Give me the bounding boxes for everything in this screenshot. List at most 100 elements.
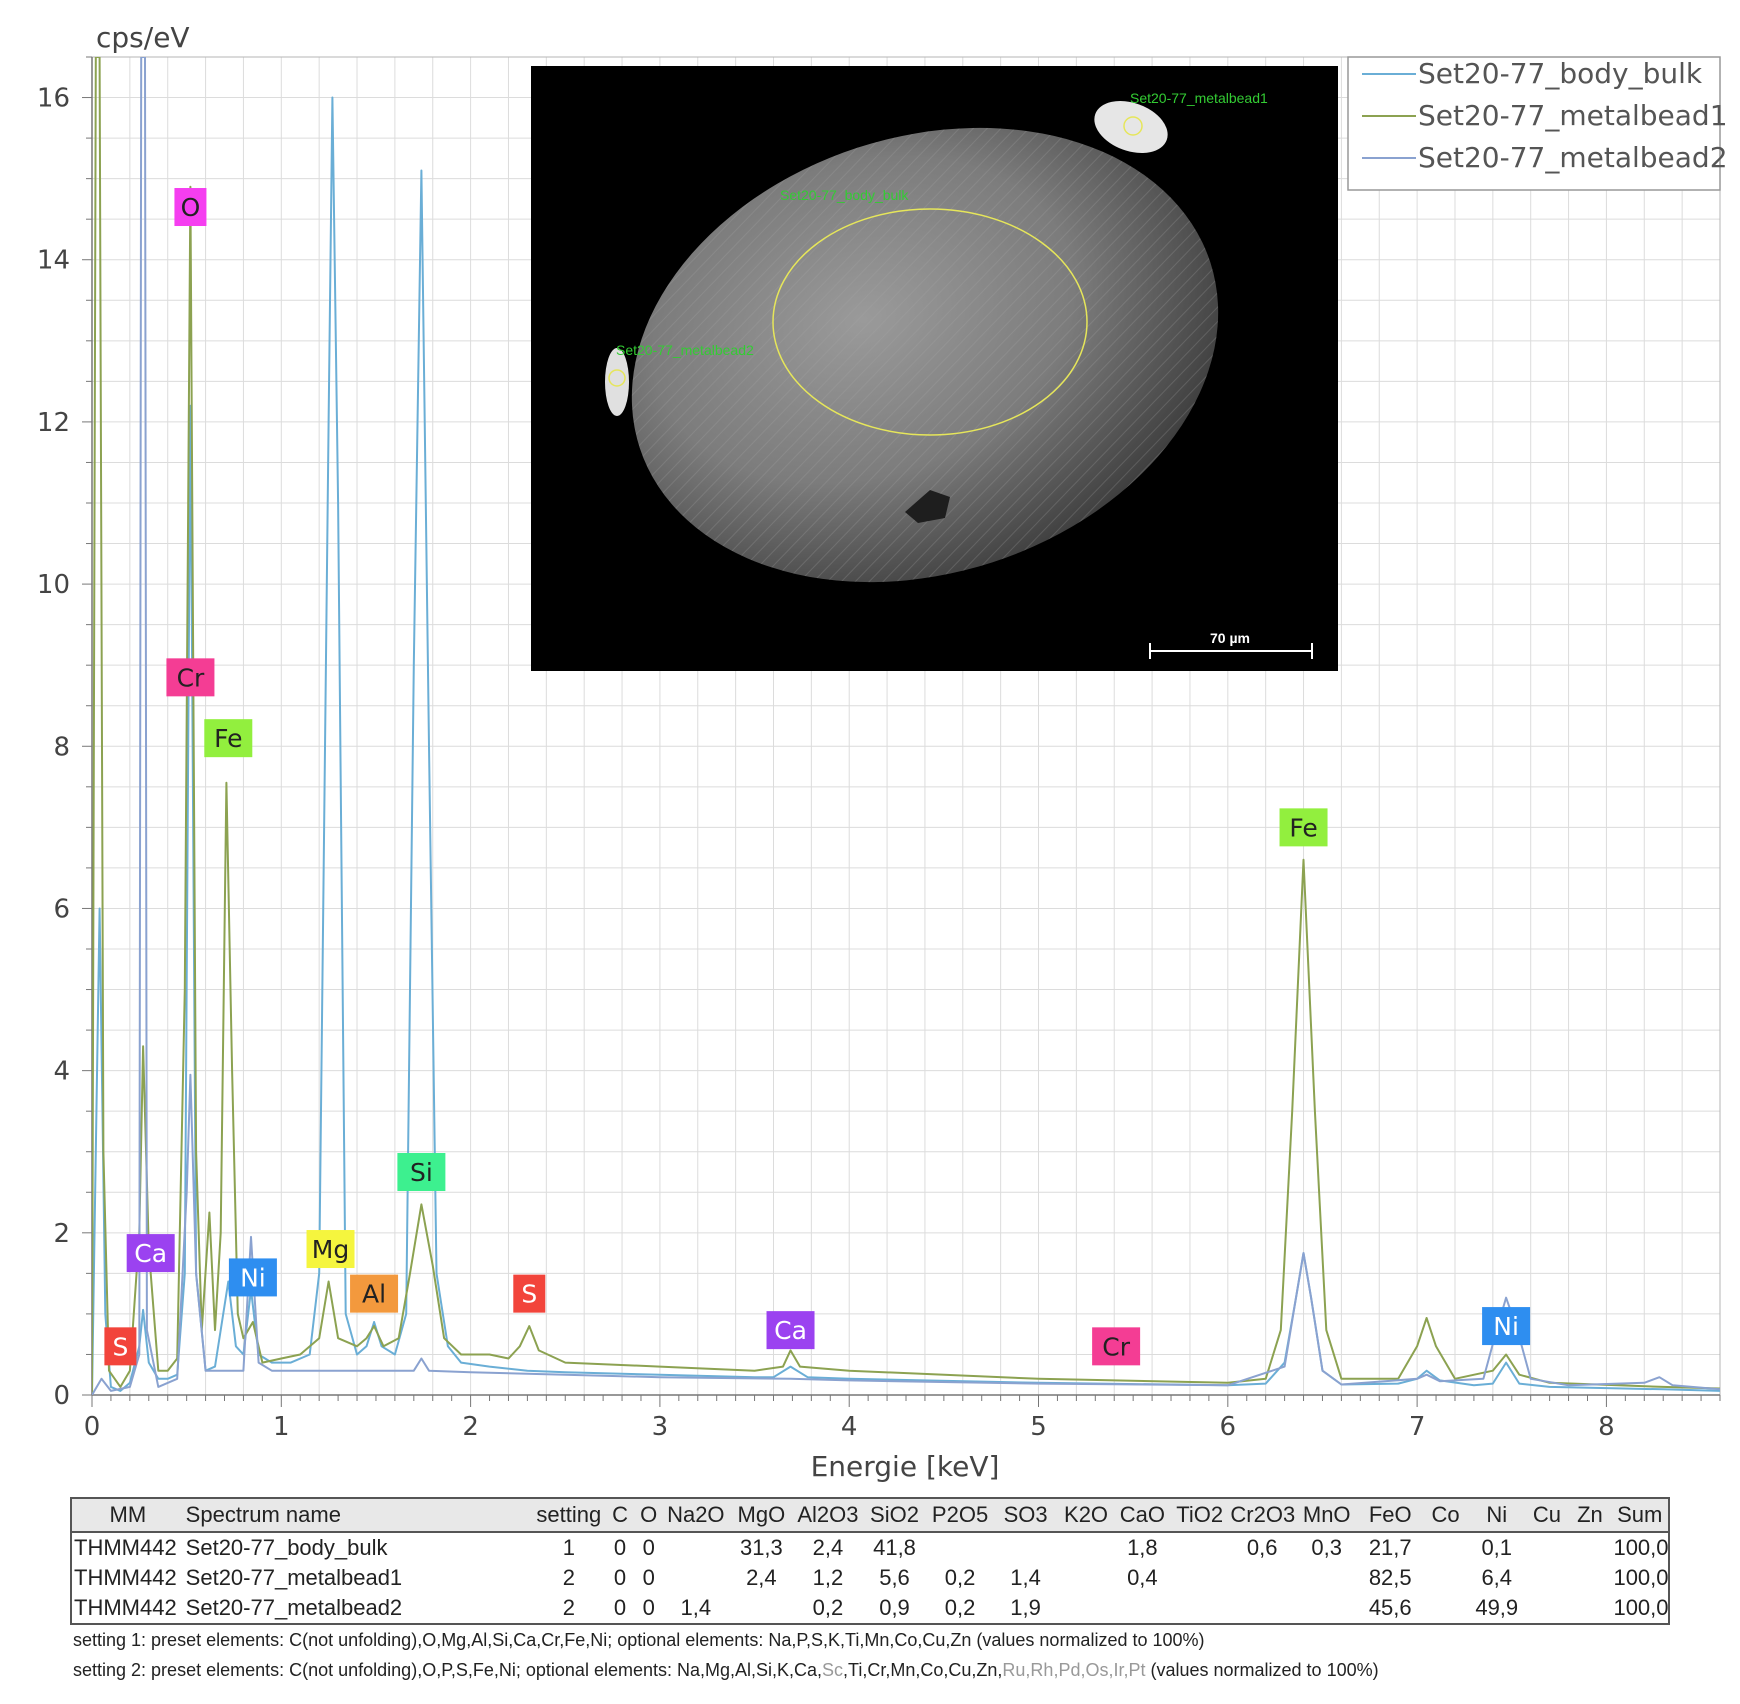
table-cell: 82,5 — [1368, 1565, 1412, 1590]
col-header: K2O — [1058, 1498, 1114, 1533]
table-cell: 0,9 — [879, 1595, 910, 1620]
table-row: THMM442 Set20-77_metalbead2 2 0 0 1,4 0,… — [71, 1593, 1669, 1624]
setting-2-text: setting 2: preset elements: C(not unfold… — [73, 1660, 823, 1680]
x-tick-label: 5 — [1030, 1412, 1047, 1442]
legend-label-metalbead2: Set20-77_metalbead2 — [1418, 141, 1728, 174]
table-cell: 100,0 — [1613, 1565, 1669, 1590]
table-cell: 1,2 — [812, 1565, 844, 1590]
table-cell — [1423, 1593, 1468, 1624]
element-label-box — [204, 719, 253, 758]
table-cell: THMM442 — [74, 1565, 177, 1590]
setting-1-note: setting 1: preset elements: C(not unfold… — [73, 1630, 1205, 1650]
table-cell: 41,8 — [873, 1535, 916, 1560]
element-label: Fe — [1289, 813, 1317, 842]
col-header: Cr2O3 — [1228, 1498, 1296, 1533]
y-tick-label: 8 — [53, 732, 70, 762]
col-header: Zn — [1568, 1498, 1612, 1533]
col-header: MgO — [728, 1498, 795, 1533]
table-cell — [1228, 1593, 1296, 1624]
table-cell: 1,9 — [1010, 1595, 1041, 1620]
table-cell — [1525, 1532, 1568, 1563]
metal-bead-1-spot — [1094, 100, 1168, 154]
roi-metalbead1 — [1123, 116, 1143, 136]
table-cell — [1114, 1593, 1171, 1624]
element-label: O — [181, 193, 201, 222]
col-header: FeO — [1357, 1498, 1423, 1533]
table-cell — [729, 1593, 795, 1624]
table-cell — [1058, 1532, 1113, 1563]
element-label: Fe — [214, 724, 242, 753]
x-axis-title: Energie [keV] — [811, 1450, 1000, 1483]
table-cell — [663, 1532, 729, 1563]
table-cell — [1058, 1593, 1113, 1624]
legend: Set20-77_body_bulk Set20-77_metalbead1 S… — [1347, 56, 1728, 191]
table-cell: 0 — [613, 1595, 627, 1620]
table-cell: 0,3 — [1311, 1535, 1343, 1560]
table-cell: THMM442 — [74, 1535, 177, 1560]
table-cell: 0 — [613, 1535, 627, 1560]
col-header: Ni — [1468, 1498, 1526, 1533]
y-tick-label: 16 — [37, 84, 70, 114]
col-header: SiO2 — [861, 1498, 928, 1533]
table-cell — [1171, 1593, 1228, 1624]
table-cell: 1,4 — [680, 1595, 712, 1620]
table-cell: 21,7 — [1368, 1535, 1412, 1560]
table-cell — [1568, 1593, 1611, 1624]
table-cell: 0,2 — [812, 1595, 844, 1620]
table-cell — [1171, 1532, 1228, 1563]
col-header: O — [634, 1498, 664, 1533]
table-cell: 0 — [642, 1595, 655, 1620]
element-label: Ni — [1493, 1312, 1519, 1341]
y-tick-label: 12 — [37, 408, 70, 438]
element-label-box — [766, 1311, 815, 1350]
element-labels: S Ca O Cr Fe Ni Mg Al Si S Ca Cr Fe Ni — [104, 188, 1531, 1366]
y-tick-label: 0 — [53, 1381, 70, 1411]
table-cell — [1525, 1563, 1568, 1593]
table-cell: 1,8 — [1127, 1535, 1158, 1560]
table-cell: 0,2 — [944, 1565, 976, 1590]
element-label-box — [350, 1274, 399, 1313]
table-cell — [1525, 1593, 1568, 1624]
table-cell: Set20-77_body_bulk — [185, 1535, 388, 1560]
element-label: Mg — [312, 1235, 349, 1264]
col-header: MM — [71, 1498, 184, 1533]
table-cell: 0,1 — [1481, 1535, 1513, 1560]
col-header: TiO2 — [1171, 1498, 1229, 1533]
element-label: Si — [410, 1158, 433, 1187]
element-label-box — [1092, 1327, 1141, 1366]
x-tick-label: 2 — [462, 1412, 479, 1442]
col-header: setting — [531, 1498, 606, 1533]
table-cell: Set20-77_metalbead2 — [185, 1595, 403, 1620]
element-label: S — [112, 1332, 128, 1361]
table-cell — [1058, 1563, 1113, 1593]
col-header: Na2O — [663, 1498, 729, 1533]
legend-label-metalbead1: Set20-77_metalbead1 — [1418, 99, 1728, 132]
composition-table: MM Spectrum name setting C O Na2O MgO Al… — [70, 1497, 1670, 1625]
col-header: C — [605, 1498, 635, 1533]
sem-defect — [905, 490, 950, 523]
table-cell — [1171, 1563, 1228, 1593]
table-cell: 100,0 — [1613, 1595, 1669, 1620]
y-tick-label: 2 — [53, 1219, 70, 1249]
sem-inset: Set20-77_metalbead1 Set20-77_body_bulk S… — [531, 66, 1338, 671]
table-cell: 5,6 — [879, 1565, 910, 1590]
table-cell: 0 — [642, 1535, 655, 1560]
setting-2-sc: Sc — [822, 1660, 844, 1680]
element-label-box — [397, 1153, 446, 1191]
table-cell: 100,0 — [1613, 1535, 1669, 1560]
element-label-box — [126, 1234, 175, 1273]
col-header: Co — [1423, 1498, 1469, 1533]
y-tick-label: 6 — [53, 894, 70, 924]
x-tick-label: 4 — [841, 1412, 858, 1442]
y-tick-label: 4 — [53, 1057, 70, 1087]
roi-metalbead2 — [608, 369, 626, 387]
scale-bar-label: 70 µm — [1210, 630, 1250, 646]
element-label: Ca — [134, 1239, 167, 1268]
setting-2-text-end: (values normalized to 100%) — [1145, 1660, 1379, 1680]
table-cell — [663, 1563, 729, 1593]
element-label-box — [166, 658, 215, 697]
element-label-box — [104, 1327, 137, 1366]
element-label: Ca — [774, 1316, 807, 1345]
y-axis-title: cps/eV — [96, 21, 190, 54]
y-tick-label: 10 — [37, 570, 70, 600]
